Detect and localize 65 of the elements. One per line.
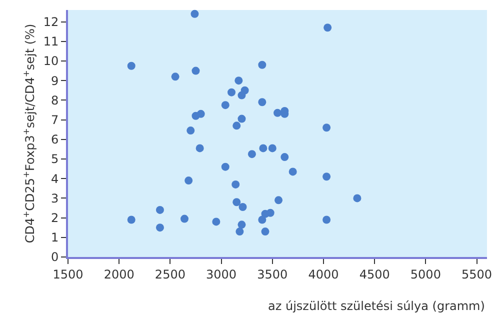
point: [196, 144, 204, 152]
point: [232, 198, 241, 206]
point: [232, 180, 240, 188]
x-tick-label: 2500: [154, 267, 186, 282]
y-tick-label: 1: [50, 230, 59, 245]
point: [186, 126, 195, 135]
point: [156, 206, 164, 214]
y-tick-label: 10: [43, 54, 59, 68]
point: [236, 228, 244, 236]
x-tick-label: 4000: [308, 267, 339, 282]
y-tick-label: 6: [50, 132, 59, 147]
point: [156, 224, 164, 232]
point: [322, 124, 331, 132]
y-tick-label: 9: [50, 74, 59, 88]
point: [288, 168, 297, 176]
point: [268, 144, 276, 152]
point: [180, 214, 188, 223]
point: [261, 228, 270, 236]
x-tick-label: 2000: [104, 267, 134, 282]
y-tick-label: 8: [50, 93, 59, 108]
point: [234, 76, 243, 85]
point: [280, 153, 289, 162]
point: [184, 176, 193, 185]
x-tick-label: 5000: [410, 267, 441, 282]
y-tick-label: 0: [50, 250, 59, 264]
x-tick-label: 5500: [462, 267, 492, 282]
point: [238, 114, 246, 123]
point: [238, 220, 246, 229]
y-tick-label: 7: [50, 112, 59, 127]
point: [232, 122, 241, 130]
point: [258, 216, 266, 224]
point: [221, 162, 230, 171]
y-tick-label: 4: [50, 172, 59, 186]
point: [353, 194, 362, 202]
x-tick-label: 4500: [359, 267, 390, 282]
point: [322, 172, 331, 181]
point: [258, 98, 266, 106]
point: [266, 208, 274, 217]
y-tick-label: 2: [50, 210, 59, 225]
point: [259, 144, 268, 152]
point: [212, 218, 220, 226]
x-axis-title: az újszülött születési súlya (gramm): [268, 299, 485, 313]
point: [274, 108, 282, 117]
point: [238, 203, 247, 212]
y-tick-label: 5: [50, 152, 59, 166]
y-tick-label: 11: [43, 34, 59, 49]
x-tick-label: 1500: [52, 267, 84, 282]
point: [127, 62, 136, 70]
y-tick-label: 12: [43, 14, 59, 29]
point: [248, 150, 256, 158]
point: [221, 101, 230, 110]
point: [228, 88, 236, 96]
x-tick-label: 3000: [206, 267, 237, 282]
point: [274, 196, 283, 204]
point: [196, 110, 205, 118]
point: [238, 91, 246, 100]
point: [258, 60, 266, 69]
point: [171, 72, 180, 81]
point: [192, 66, 200, 75]
point: [127, 216, 136, 224]
point: [322, 216, 331, 224]
x-tick-label: 3500: [257, 267, 288, 282]
point: [190, 10, 199, 18]
y-tick-label: 3: [50, 191, 59, 206]
point: [324, 24, 332, 32]
